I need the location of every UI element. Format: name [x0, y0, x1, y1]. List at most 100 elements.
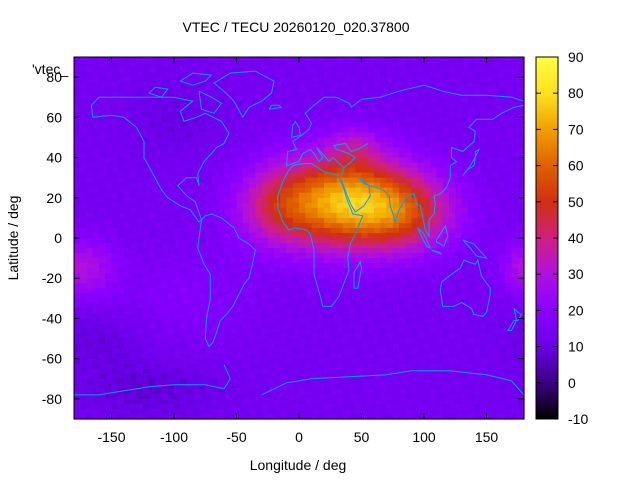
heatmap-cell [417, 273, 425, 279]
heatmap-cell [292, 107, 300, 113]
heatmap-cell [217, 268, 225, 274]
heatmap-cell [174, 358, 181, 365]
heatmap-cell [386, 92, 394, 98]
heatmap-cell [424, 137, 431, 144]
heatmap-cell [230, 217, 238, 224]
heatmap-cell [517, 232, 525, 239]
heatmap-cell [411, 288, 419, 294]
heatmap-cell [480, 313, 488, 320]
heatmap-cell [430, 167, 438, 174]
heatmap-cell [199, 222, 206, 229]
heatmap-cell [142, 187, 150, 194]
heatmap-cell [499, 303, 506, 309]
heatmap-cell [180, 107, 188, 113]
heatmap-cell [255, 333, 263, 340]
heatmap-cell [167, 132, 175, 139]
heatmap-cell [474, 333, 481, 340]
heatmap-cell [299, 368, 306, 375]
heatmap-cell [130, 152, 138, 159]
heatmap-cell [80, 358, 88, 365]
heatmap-cell [80, 303, 88, 309]
heatmap-cell [280, 238, 288, 244]
heatmap-cell [192, 107, 200, 113]
heatmap-cell [399, 82, 406, 88]
heatmap-cell [461, 217, 469, 224]
heatmap-cell [92, 328, 100, 335]
heatmap-cell [517, 222, 525, 229]
heatmap-cell [217, 177, 225, 184]
heatmap-cell [342, 383, 350, 390]
heatmap-cell [186, 127, 194, 134]
heatmap-cell [461, 132, 469, 139]
heatmap-cell [511, 172, 519, 179]
heatmap-cell [286, 378, 294, 385]
heatmap-cell [511, 57, 519, 63]
heatmap-cell [274, 82, 281, 88]
heatmap-cell [242, 77, 250, 83]
heatmap-cell [361, 308, 369, 315]
heatmap-cell [424, 222, 431, 229]
heatmap-cell [361, 373, 369, 380]
heatmap-cell [317, 87, 325, 93]
heatmap-cell [405, 278, 413, 284]
heatmap-cell [505, 182, 513, 189]
heatmap-cell [367, 72, 375, 78]
heatmap-cell [449, 147, 456, 154]
heatmap-cell [130, 343, 138, 350]
heatmap-cell [211, 132, 219, 139]
heatmap-cell [511, 323, 519, 330]
heatmap-cell [92, 227, 100, 234]
heatmap-cell [342, 238, 350, 244]
heatmap-cell [499, 353, 506, 360]
heatmap-cell [355, 217, 363, 224]
heatmap-cell [461, 112, 469, 118]
heatmap-cell [149, 232, 156, 239]
heatmap-cell [74, 57, 81, 63]
heatmap-cell [380, 117, 388, 123]
heatmap-cell [105, 77, 113, 83]
heatmap-cell [411, 313, 419, 320]
heatmap-cell [167, 373, 175, 380]
heatmap-cell [130, 368, 138, 375]
heatmap-cell [130, 388, 138, 395]
heatmap-cell [286, 212, 294, 219]
heatmap-cell [474, 283, 481, 289]
heatmap-cell [149, 368, 156, 375]
heatmap-cell [349, 82, 356, 88]
heatmap-cell [186, 92, 194, 98]
heatmap-cell [349, 222, 356, 229]
heatmap-cell [280, 77, 288, 83]
heatmap-cell [280, 217, 288, 224]
heatmap-cell [480, 162, 488, 169]
heatmap-cell [380, 273, 388, 279]
heatmap-cell [155, 308, 163, 315]
heatmap-cell [92, 187, 100, 194]
heatmap-cell [405, 82, 413, 88]
heatmap-cell [386, 253, 394, 259]
heatmap-cell [117, 258, 125, 264]
heatmap-cell [342, 328, 350, 335]
heatmap-cell [105, 263, 113, 269]
heatmap-cell [211, 177, 219, 184]
heatmap-cell [336, 182, 344, 189]
heatmap-cell [224, 403, 231, 410]
heatmap-cell [267, 313, 275, 320]
heatmap-cell [317, 157, 325, 164]
heatmap-cell [267, 142, 275, 149]
heatmap-cell [349, 232, 356, 239]
heatmap-cell [442, 207, 450, 214]
heatmap-cell [261, 177, 269, 184]
heatmap-cell [280, 283, 288, 289]
heatmap-cell [74, 227, 81, 234]
heatmap-cell [274, 283, 281, 289]
heatmap-cell [305, 368, 313, 375]
heatmap-cell [80, 217, 88, 224]
heatmap-cell [80, 157, 88, 164]
heatmap-cell [174, 147, 181, 154]
heatmap-cell [330, 177, 338, 184]
heatmap-cell [474, 112, 481, 118]
heatmap-cell [192, 383, 200, 390]
heatmap-cell [286, 97, 294, 103]
heatmap-cell [442, 232, 450, 239]
heatmap-cell [180, 273, 188, 279]
